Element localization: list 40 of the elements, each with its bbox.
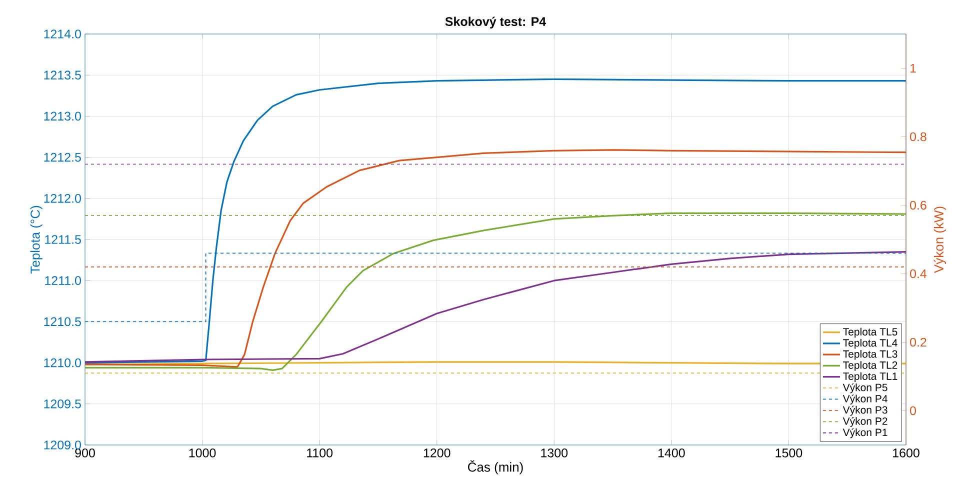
- legend-label: Výkon P3: [842, 406, 888, 416]
- y2-tick-label: 0.8: [910, 132, 926, 142]
- y2-tick-label: 1: [910, 64, 916, 73]
- y-tick-label: 1213.5: [44, 70, 81, 80]
- x-tick-label: 900: [75, 448, 95, 458]
- y-tick-label: 1210.0: [44, 358, 81, 368]
- x-tick-label: 1200: [424, 448, 450, 458]
- x-tick-label: 1500: [776, 448, 802, 458]
- legend-label: Výkon P5: [842, 383, 888, 394]
- y-tick-label: 1212.0: [44, 194, 81, 203]
- y-tick-label: 1214.0: [44, 30, 81, 38]
- y-tick-label: 1212.5: [44, 152, 81, 162]
- y2-tick-label: 0.4: [910, 269, 927, 278]
- y2-axis-title: Výkon (kW): [934, 206, 946, 274]
- y2-tick-label: 0.6: [910, 200, 926, 210]
- y2-tick-label: 0.2: [910, 338, 926, 347]
- x-tick-label: 1400: [658, 448, 685, 458]
- x-tick-label: 1300: [541, 448, 568, 458]
- y-tick-label: 1209.0: [44, 440, 81, 450]
- legend-label: Teplota TL5: [843, 328, 898, 338]
- x-tick-label: 1600: [893, 448, 920, 458]
- y-tick-label: 1211.5: [45, 235, 81, 244]
- x-tick-label: 1000: [189, 448, 216, 458]
- x-axis-title: Čas (min): [468, 460, 523, 474]
- y-tick-label: 1211.0: [45, 276, 81, 286]
- y-axis-title: Teplota (°C): [30, 206, 42, 274]
- legend-label: Teplota TL4: [843, 338, 898, 349]
- chart-title: Skokový test: P4: [445, 16, 546, 28]
- legend-label: Teplota TL1: [843, 372, 898, 382]
- y2-tick-label: 0: [910, 406, 916, 416]
- legend-label: Teplota TL2: [843, 361, 898, 371]
- legend-label: Výkon P2: [842, 417, 888, 427]
- y-tick-label: 1210.5: [44, 317, 81, 326]
- y-tick-label: 1209.5: [44, 399, 81, 408]
- x-tick-label: 1100: [307, 448, 333, 458]
- legend-label: Výkon P1: [842, 428, 888, 438]
- legend-label: Teplota TL3: [843, 350, 898, 360]
- legend-label: Výkon P4: [842, 394, 888, 404]
- line-series: [85, 251, 906, 363]
- y-tick-label: 1213.0: [44, 112, 81, 121]
